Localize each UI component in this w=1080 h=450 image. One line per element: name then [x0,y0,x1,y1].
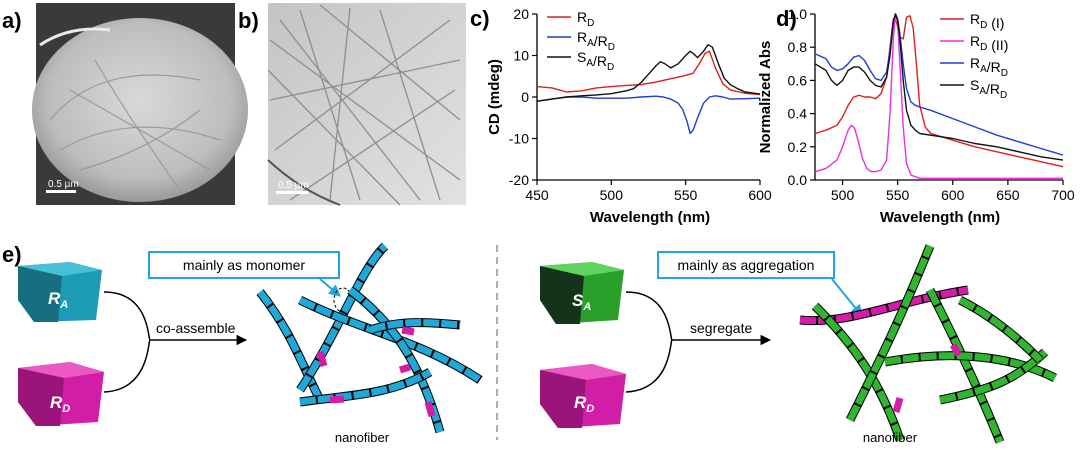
panel-e-label: e) [2,242,22,267]
legend-label: RD (I) [970,11,1004,31]
y-tick-label: 1.0 [788,6,808,22]
abs-chart: Wavelength (nm) Normalized Abs RD (I)RD … [757,6,1075,226]
y-tick-label: 0 [521,89,529,105]
x-tick-label: 500 [600,187,624,203]
y-tick-label: 0.2 [788,139,808,155]
panel-a-label: a) [2,8,22,33]
series-line-0 [536,50,761,96]
callout-pointer-aggregation [831,278,863,317]
callout-box-monomer [148,251,340,279]
y-tick-label: 0.0 [788,172,808,188]
x-tick-label: 550 [886,187,910,203]
x-tick-label: 700 [1051,187,1075,203]
label-segregate: segregate [690,320,752,336]
callout-monomer: mainly as monomer [183,257,305,273]
block-rd-right-label: RD [574,393,594,415]
block-sa: SA [540,262,624,324]
cd-x-axis-title: Wavelength (nm) [590,209,710,226]
tem-image-b: 0.5 µm [267,3,466,206]
y-tick-label: 0.4 [788,106,808,122]
scale-label-a: 0.5 µm [48,179,79,190]
x-tick-label: 550 [674,187,698,203]
legend-label: RD (II) [970,33,1008,53]
block-sa-label: SA [572,291,591,313]
merge-bracket-right [625,291,673,393]
series-line-2 [536,44,761,102]
block-rd-right: RD [540,364,626,428]
scale-label-b: 0.5 µm [278,180,309,191]
x-tick-label: 650 [996,187,1020,203]
x-tick-label: 600 [941,187,965,203]
series-line-2 [814,13,1064,156]
caption-nanofiber-right: nanofiber [863,430,918,445]
abs-y-axis-title: Normalized Abs [757,41,774,154]
legend-label: SA/RD [577,49,614,73]
panel-c-label: c) [470,6,490,31]
y-tick-label: 10 [513,48,529,64]
callout-aggregation: mainly as aggregation [678,257,815,273]
panel-b-label: b) [238,8,259,33]
x-tick-label: 450 [525,187,549,203]
legend-label: RA/RD [577,29,615,53]
label-co-assemble: co-assemble [156,320,236,336]
callout-box-aggregation [657,251,835,279]
scheme-left: RA RD co-assemble mainly as monomer [18,242,483,445]
block-rd-left: RD [18,362,104,426]
y-tick-label: -20 [509,172,529,188]
block-rd-left-label: RD [50,393,70,415]
series-line-1 [536,95,761,135]
cd-y-axis-title: CD (mdeg) [486,59,503,135]
abs-x-axis-title: Wavelength (nm) [880,209,1000,226]
series-line-3 [814,13,1064,161]
caption-nanofiber-left: nanofiber [335,430,390,445]
scale-bar-a [46,190,76,193]
merge-bracket-left [103,291,151,393]
legend-label: SA/RD [970,77,1007,101]
y-tick-label: -10 [509,131,529,147]
nanofiber-network-right [799,244,1058,444]
legend-label: RD [577,9,594,29]
y-tick-label: 0.6 [788,72,808,88]
callout-pointer-monomer [319,278,341,297]
series-line-1 [814,13,1063,179]
y-tick-label: 0.8 [788,39,808,55]
panel-d-label: d) [776,6,797,31]
nanofiber-network-left [256,242,483,434]
scheme-right: SA RD segregate mainly as aggregation [540,244,1058,445]
block-ra-label: RA [48,289,68,311]
y-tick-label: 20 [513,6,529,22]
scale-bar-b [276,191,308,194]
legend-label: RA/RD [970,55,1008,79]
x-tick-label: 600 [748,187,772,203]
x-tick-label: 500 [831,187,855,203]
tem-image-a: 0.5 µm [32,3,248,205]
block-ra: RA [18,262,102,322]
